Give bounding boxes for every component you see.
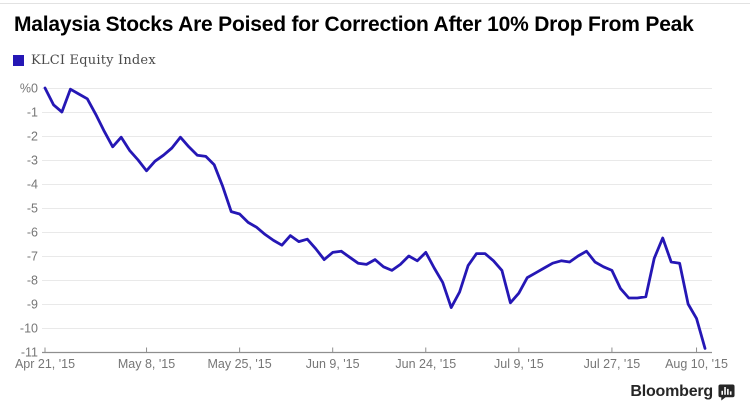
x-axis-label: Apr 21, '15 (15, 357, 75, 371)
x-axis-label: Jul 9, '15 (494, 357, 544, 371)
x-axis-label: May 25, '15 (207, 357, 271, 371)
x-axis-label: May 8, '15 (118, 357, 175, 371)
x-axis-label: Jul 27, '15 (584, 357, 641, 371)
legend-swatch-icon (13, 55, 24, 66)
legend-label: KLCI Equity Index (31, 53, 156, 68)
x-axis-label: Aug 10, '15 (665, 357, 728, 371)
y-axis-label: -11 (21, 346, 38, 360)
y-axis-label: -2 (27, 130, 38, 144)
y-axis-label: -9 (27, 298, 38, 312)
y-axis-label: -7 (27, 250, 38, 264)
klci-series-line (43, 86, 707, 350)
y-axis-label: -6 (27, 226, 38, 240)
y-axis-label: %0 (20, 82, 38, 96)
bloomberg-wordmark: Bloomberg (630, 383, 713, 400)
y-axis-label: -5 (27, 202, 38, 216)
y-axis-label: -4 (27, 178, 38, 192)
y-axis-label: -10 (20, 322, 38, 336)
bloomberg-logo-icon (718, 383, 735, 401)
x-axis-label: Jun 9, '15 (306, 357, 360, 371)
bloomberg-branding: Bloomberg (630, 383, 735, 401)
y-axis-label: -3 (27, 154, 38, 168)
legend: KLCI Equity Index (13, 53, 156, 68)
chart-title: Malaysia Stocks Are Poised for Correctio… (14, 13, 694, 36)
y-axis-label: -8 (27, 274, 38, 288)
top-divider (0, 3, 750, 4)
x-axis-label: Jun 24, '15 (395, 357, 456, 371)
y-axis-label: -1 (27, 106, 38, 120)
